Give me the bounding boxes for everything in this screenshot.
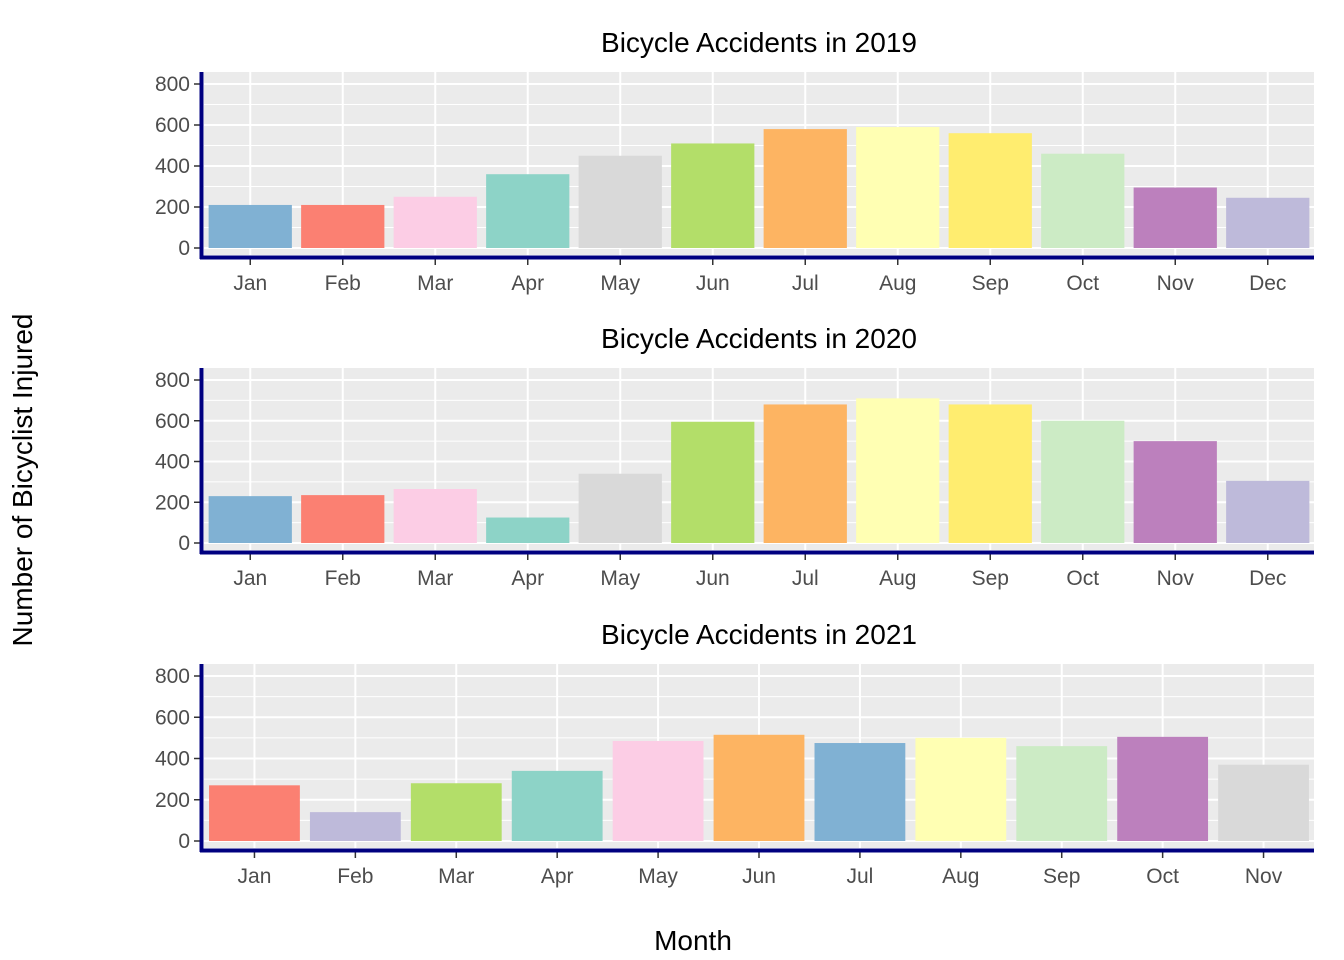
bar-feb [301, 495, 385, 543]
panel-title: Bicycle Accidents in 2019 [601, 27, 917, 58]
y-tick-label: 0 [178, 532, 190, 555]
bar-aug [856, 127, 940, 248]
x-tick-label: Jan [233, 567, 267, 590]
bar-nov [1133, 441, 1217, 543]
bar-feb [301, 204, 385, 248]
x-tick-label: Jul [792, 272, 819, 295]
x-tick-label: Feb [325, 567, 361, 590]
y-tick-label: 600 [155, 706, 190, 729]
y-tick-label: 200 [155, 491, 190, 514]
y-tick-label: 400 [155, 451, 190, 474]
x-tick-label: Dec [1249, 272, 1286, 295]
x-tick-label: Nov [1157, 272, 1195, 295]
x-tick-label: Mar [438, 865, 474, 888]
y-tick-label: 0 [178, 830, 190, 853]
x-tick-label: May [600, 272, 640, 295]
y-tick-label: 400 [155, 155, 190, 178]
x-tick-label: Jul [792, 567, 819, 590]
x-tick-label: Aug [942, 865, 979, 888]
bar-dec [1226, 480, 1310, 543]
bar-jan [208, 496, 292, 543]
bar-oct [1041, 153, 1125, 248]
panel-2: Bicycle Accidents in 2020 0 200 400 600 800 Ja… [155, 323, 1314, 590]
bar-feb [309, 812, 401, 841]
bar-jul [763, 129, 847, 248]
panel-3: Bicycle Accidents in 2021 0 200 400 600 800 Ja… [155, 619, 1314, 888]
x-tick-label: Jun [696, 567, 730, 590]
x-tick-label: Mar [417, 567, 453, 590]
bar-nov [1133, 187, 1217, 248]
panel-title: Bicycle Accidents in 2021 [601, 619, 917, 650]
y-tick-label: 600 [155, 410, 190, 433]
y-tick-label: 800 [155, 73, 190, 96]
x-tick-label: Mar [417, 272, 453, 295]
x-tick-label: Oct [1066, 272, 1099, 295]
bar-jun [671, 421, 755, 543]
x-tick-label: Jun [696, 272, 730, 295]
bar-oct [1117, 736, 1209, 841]
bar-apr [511, 770, 603, 841]
panel-1: Bicycle Accidents in 2019 0 200 400 600 800 Ja… [155, 27, 1314, 295]
x-tick-label: Apr [541, 865, 574, 888]
bar-aug [856, 398, 940, 543]
bar-sep [948, 133, 1032, 248]
x-tick-label: Oct [1146, 865, 1179, 888]
bar-mar [393, 489, 477, 543]
bar-sep [1016, 746, 1108, 841]
y-tick-label: 200 [155, 789, 190, 812]
bar-may [578, 473, 662, 543]
x-tick-label: Oct [1066, 567, 1099, 590]
x-tick-label: Nov [1157, 567, 1195, 590]
y-tick-label: 200 [155, 196, 190, 219]
x-tick-label: Sep [1043, 865, 1080, 888]
x-tick-label: Feb [325, 272, 361, 295]
bar-oct [1041, 420, 1125, 543]
x-tick-label: Apr [511, 272, 544, 295]
x-tick-label: Sep [972, 272, 1009, 295]
bar-sep [948, 404, 1032, 543]
bar-aug [915, 737, 1007, 841]
y-tick-label: 800 [155, 369, 190, 392]
bar-may [612, 740, 704, 841]
bar-apr [486, 174, 570, 248]
bar-apr [486, 517, 570, 543]
x-tick-label: Nov [1245, 865, 1283, 888]
bar-mar [393, 196, 477, 248]
bar-jan [209, 785, 300, 841]
x-tick-label: May [638, 865, 678, 888]
x-tick-label: Jul [846, 865, 873, 888]
y-tick-label: 600 [155, 114, 190, 137]
bar-jul [814, 743, 906, 841]
x-axis-title: Month [654, 925, 732, 956]
plot-background [204, 72, 1314, 255]
bar-jul [763, 404, 847, 543]
x-tick-label: Jan [233, 272, 267, 295]
bar-may [578, 155, 662, 248]
bar-jun [713, 734, 805, 841]
bar-nov [1218, 764, 1309, 841]
bar-jan [208, 204, 292, 248]
y-tick-label: 400 [155, 748, 190, 771]
bar-dec [1226, 197, 1310, 248]
y-tick-label: 0 [178, 237, 190, 260]
y-axis-title: Number of Bicyclist Injured [7, 313, 38, 646]
plot-background [204, 368, 1314, 550]
bar-mar [410, 783, 502, 841]
x-tick-label: Sep [972, 567, 1009, 590]
x-tick-label: May [600, 567, 640, 590]
x-tick-label: Apr [511, 567, 544, 590]
x-tick-label: Aug [879, 567, 916, 590]
panel-title: Bicycle Accidents in 2020 [601, 323, 917, 354]
x-tick-label: Dec [1249, 567, 1286, 590]
x-tick-label: Feb [337, 865, 373, 888]
y-tick-label: 800 [155, 665, 190, 688]
x-tick-label: Jan [238, 865, 272, 888]
x-tick-label: Jun [742, 865, 776, 888]
bar-jun [671, 143, 755, 248]
x-tick-label: Aug [879, 272, 916, 295]
